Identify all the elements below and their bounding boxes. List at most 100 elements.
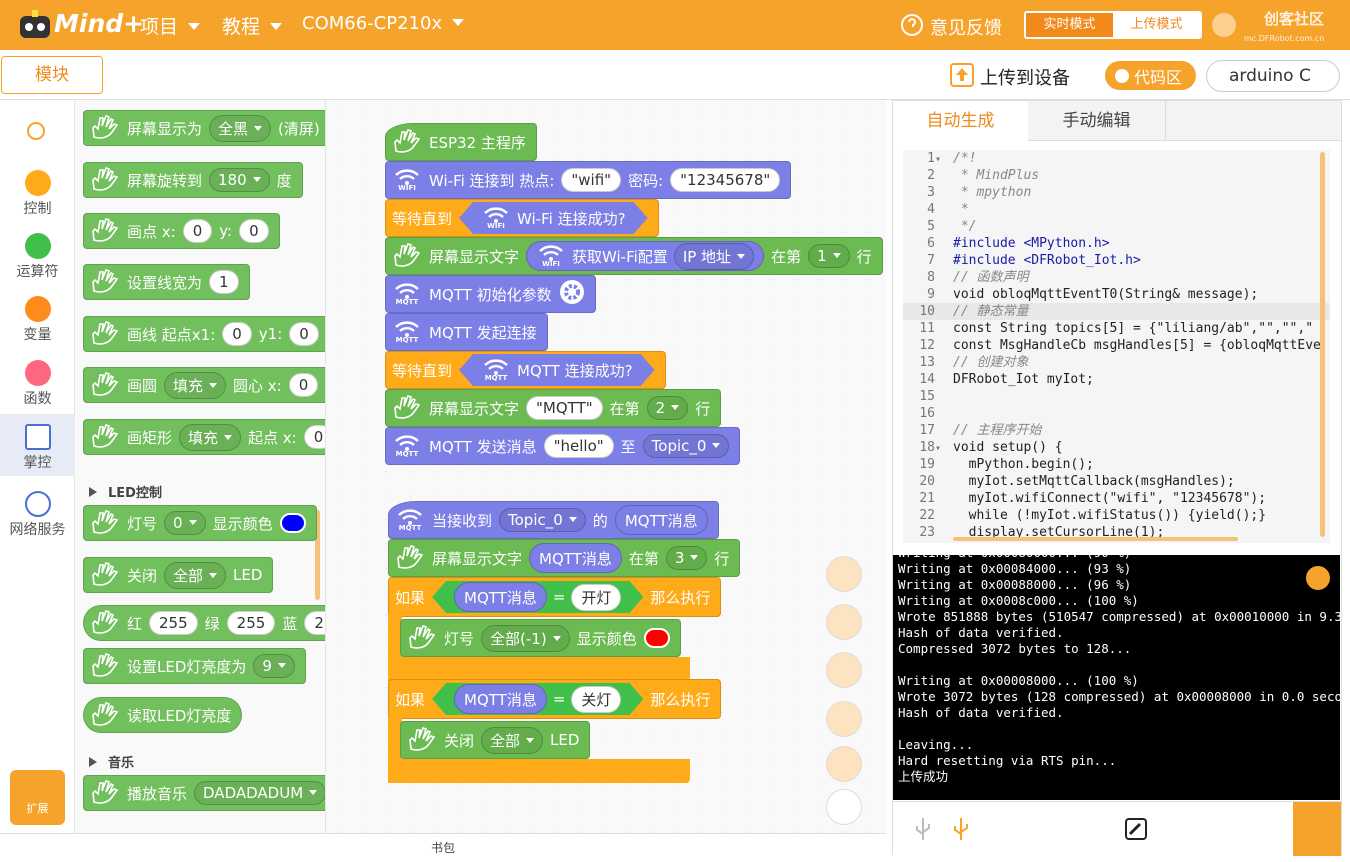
dropdown-field[interactable]: 全黑 <box>209 115 271 142</box>
dropdown-field[interactable]: 0 <box>164 511 206 535</box>
dropdown-field[interactable]: 180 <box>209 168 270 192</box>
workspace-button[interactable] <box>826 789 862 825</box>
input-field[interactable]: 0 <box>289 373 319 397</box>
block[interactable]: 画线 起点x1:0y1:0终点 <box>83 316 326 352</box>
menu-button[interactable] <box>1293 802 1341 856</box>
category[interactable]: 控制 <box>0 160 75 222</box>
mode-button[interactable]: 上传模式 <box>1113 13 1200 37</box>
dropdown-field[interactable]: 9 <box>253 654 295 678</box>
code-tab[interactable]: 自动生成 <box>893 101 1028 141</box>
mode-button[interactable]: 实时模式 <box>1026 13 1113 37</box>
search-icon[interactable] <box>27 122 45 140</box>
input-field[interactable]: 255 <box>149 611 198 635</box>
dropdown-field[interactable]: 2 <box>647 396 689 420</box>
extension-button[interactable]: 扩展 <box>10 770 65 825</box>
color-swatch[interactable] <box>280 513 306 533</box>
tool-icon[interactable] <box>1125 818 1147 840</box>
block[interactable]: 灯号全部(-1)显示颜色 <box>400 619 681 657</box>
code-line: 3 * mpython <box>903 184 1330 201</box>
input-field[interactable]: 0 <box>289 322 319 346</box>
menu[interactable]: 项目 <box>140 12 200 39</box>
block[interactable]: 红255绿255蓝255 <box>83 605 326 641</box>
usb-icon[interactable] <box>949 816 973 842</box>
dropdown-field[interactable]: 3 <box>666 546 708 570</box>
backpack[interactable]: 书包 <box>0 833 886 861</box>
input-field[interactable]: 开灯 <box>571 584 621 611</box>
category[interactable]: 运算符 <box>0 223 75 285</box>
dropdown-field[interactable]: IP 地址 <box>674 243 754 270</box>
category[interactable]: 掌控 <box>0 414 75 476</box>
input-field[interactable]: 1 <box>209 270 239 294</box>
category[interactable]: 函数 <box>0 350 75 412</box>
workspace-button[interactable] <box>826 746 862 782</box>
language-select[interactable]: arduino C <box>1206 60 1340 92</box>
input-field[interactable]: 0 <box>222 322 252 346</box>
dropdown-field[interactable]: Topic_0 <box>643 434 730 458</box>
block[interactable]: 屏幕显示为全黑(清屏) <box>83 110 326 146</box>
category[interactable]: 网络服务 <box>0 481 75 543</box>
menu[interactable]: 教程 <box>222 12 282 39</box>
workspace-button[interactable] <box>826 556 862 592</box>
blocks-tab[interactable]: 模块 <box>1 56 103 94</box>
wifi-waves <box>396 170 418 178</box>
input-field[interactable]: "12345678" <box>670 168 780 192</box>
input-field[interactable]: "hello" <box>544 434 614 458</box>
input-field[interactable]: "MQTT" <box>526 396 603 420</box>
code-area-button[interactable]: 代码区 <box>1105 61 1196 90</box>
upload-button[interactable]: 上传到设备 <box>980 64 1070 90</box>
input-field[interactable]: 255 <box>304 611 326 635</box>
block[interactable]: 读取LED灯亮度 <box>83 697 242 733</box>
menu[interactable]: COM66-CP210x <box>302 13 464 34</box>
dropdown-field[interactable]: Topic_0 <box>499 508 586 532</box>
workspace-button[interactable] <box>826 652 862 688</box>
input-field[interactable]: 0 <box>239 219 269 243</box>
category[interactable]: 变量 <box>0 286 75 348</box>
dropdown-field[interactable]: 全部 <box>481 727 543 754</box>
usb-icon[interactable] <box>911 816 935 842</box>
workspace-button[interactable] <box>826 604 862 640</box>
dropdown-field[interactable]: 全部 <box>164 562 226 589</box>
dropdown-field[interactable]: 1 <box>808 244 850 268</box>
dropdown-field[interactable]: 填充 <box>179 424 241 451</box>
avatar[interactable] <box>1212 13 1236 37</box>
feedback[interactable]: 意见反馈 <box>930 14 1002 40</box>
block[interactable]: ESP32 主程序 <box>385 123 537 161</box>
input-field[interactable]: 0 <box>183 219 213 243</box>
color-swatch[interactable] <box>644 628 670 648</box>
dropdown-field[interactable]: 填充 <box>164 372 226 399</box>
input-field[interactable]: 关灯 <box>571 686 621 713</box>
input-field[interactable]: 255 <box>227 611 276 635</box>
help-button[interactable] <box>1306 566 1330 590</box>
input-field[interactable]: 0 <box>304 425 326 449</box>
workspace-button[interactable] <box>826 701 862 737</box>
block-text: 如果 <box>395 587 425 608</box>
dropdown-field[interactable]: 全部(-1) <box>481 625 570 652</box>
settings-button[interactable] <box>559 279 585 309</box>
code-tab[interactable]: 手动编辑 <box>1028 101 1166 141</box>
dropdown-field[interactable]: DADADADUM <box>194 781 326 805</box>
input-field[interactable]: "wifi" <box>561 168 621 192</box>
code-text: // 静态常量 <box>943 303 1028 320</box>
